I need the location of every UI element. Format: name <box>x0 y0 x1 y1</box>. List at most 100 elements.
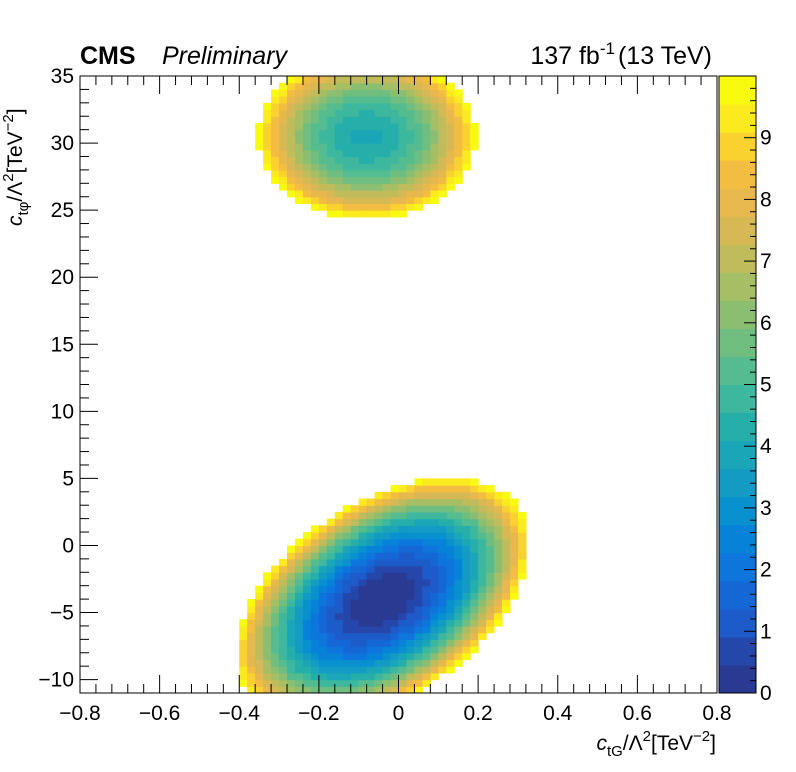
heatmap-cell <box>446 585 455 594</box>
heatmap-cell <box>398 612 408 620</box>
heatmap-cell <box>374 136 384 144</box>
heatmap-cell <box>374 518 384 526</box>
heatmap-cell <box>406 565 416 573</box>
heatmap-cell <box>358 565 368 573</box>
heatmap-cell <box>326 558 336 567</box>
heatmap-cell <box>414 82 423 91</box>
heatmap-cell <box>398 632 408 640</box>
heatmap-cell <box>494 605 503 614</box>
heatmap-cell <box>287 76 296 84</box>
heatmap-cell <box>366 679 376 687</box>
heatmap-cell <box>294 599 304 607</box>
heatmap-cell <box>334 672 344 681</box>
heatmap-cell <box>366 498 376 506</box>
colorbar-band <box>719 328 756 357</box>
heatmap-cell <box>398 659 408 667</box>
heatmap-cell <box>438 592 447 600</box>
heatmap-cell <box>430 572 439 580</box>
heatmap-cell <box>287 163 296 171</box>
heatmap-cell <box>446 176 455 184</box>
heatmap-cell <box>470 632 479 640</box>
heatmap-cell <box>326 76 336 84</box>
heatmap-cell <box>326 163 336 171</box>
heatmap-cell <box>374 129 384 137</box>
heatmap-cell <box>398 163 408 171</box>
heatmap-cell <box>350 599 360 607</box>
heatmap-cell <box>326 532 336 540</box>
heatmap-cell <box>414 176 423 184</box>
heatmap-cell <box>302 545 312 553</box>
heatmap-cell <box>263 163 272 171</box>
heatmap-cell <box>239 625 248 634</box>
heatmap-cell <box>350 136 360 144</box>
heatmap-cell <box>302 646 312 654</box>
heatmap-cell <box>271 129 280 137</box>
heatmap-cell <box>263 612 272 620</box>
heatmap-cell <box>382 498 392 506</box>
heatmap-cell <box>239 666 248 674</box>
heatmap-cell <box>478 612 487 620</box>
heatmap-cell <box>470 639 479 647</box>
heatmap-cell <box>414 558 423 567</box>
heatmap-cell <box>358 538 368 547</box>
heatmap-cell <box>302 96 312 104</box>
heatmap-cell <box>486 578 495 587</box>
heatmap-cell <box>366 136 376 144</box>
heatmap-cell <box>462 122 471 131</box>
heatmap-cell <box>318 196 328 205</box>
heatmap-cell <box>382 143 392 151</box>
heatmap-cell <box>430 558 439 567</box>
heatmap-cell <box>430 122 439 131</box>
heatmap-cell <box>239 652 248 661</box>
heatmap-cell <box>350 129 360 137</box>
heatmap-cell <box>509 558 519 567</box>
heatmap-cell <box>318 686 328 693</box>
heatmap-cell <box>406 679 416 687</box>
heatmap-cell <box>342 532 352 540</box>
heatmap-cell <box>366 619 376 627</box>
heatmap-cell <box>302 666 312 674</box>
heatmap-cell <box>414 525 423 533</box>
heatmap-cell <box>438 532 447 540</box>
heatmap-cell <box>382 646 392 654</box>
heatmap-cell <box>287 149 296 158</box>
heatmap-cell <box>358 149 368 158</box>
heatmap-cell <box>334 679 344 687</box>
heatmap-cell <box>302 116 312 124</box>
heatmap-cell <box>438 485 447 493</box>
heatmap-cell <box>398 190 408 198</box>
heatmap-cell <box>430 89 439 97</box>
heatmap-cell <box>390 646 400 654</box>
heatmap-cell <box>366 565 376 573</box>
heatmap-cell <box>318 532 328 540</box>
heatmap-cell <box>446 552 455 560</box>
heatmap-cell <box>287 122 296 131</box>
heatmap-cell <box>430 82 439 91</box>
heatmap-cell <box>326 129 336 137</box>
heatmap-cell <box>454 538 463 547</box>
heatmap-cell <box>334 686 344 693</box>
heatmap-cell <box>398 672 408 681</box>
heatmap-cell <box>430 156 439 164</box>
heatmap-cell <box>350 552 360 560</box>
colorbar-band <box>719 132 756 161</box>
heatmap-cell <box>462 572 471 580</box>
y-tick-label: −10 <box>38 669 74 692</box>
heatmap-cell <box>390 129 400 137</box>
heatmap-cell <box>446 572 455 580</box>
heatmap-cell <box>374 169 384 178</box>
heatmap-cell <box>263 686 272 693</box>
heatmap-cell <box>382 518 392 526</box>
heatmap-cell <box>438 163 447 171</box>
heatmap-cell <box>358 518 368 526</box>
heatmap-cell <box>454 525 463 533</box>
heatmap-cell <box>406 89 416 97</box>
heatmap-cell <box>366 686 376 693</box>
heatmap-cell <box>271 578 280 587</box>
heatmap-cell <box>358 122 368 131</box>
heatmap-cell <box>414 149 423 158</box>
heatmap-cell <box>486 485 495 493</box>
heatmap-cell <box>414 169 423 178</box>
heatmap-cell <box>406 149 416 158</box>
heatmap-cell <box>446 169 455 178</box>
